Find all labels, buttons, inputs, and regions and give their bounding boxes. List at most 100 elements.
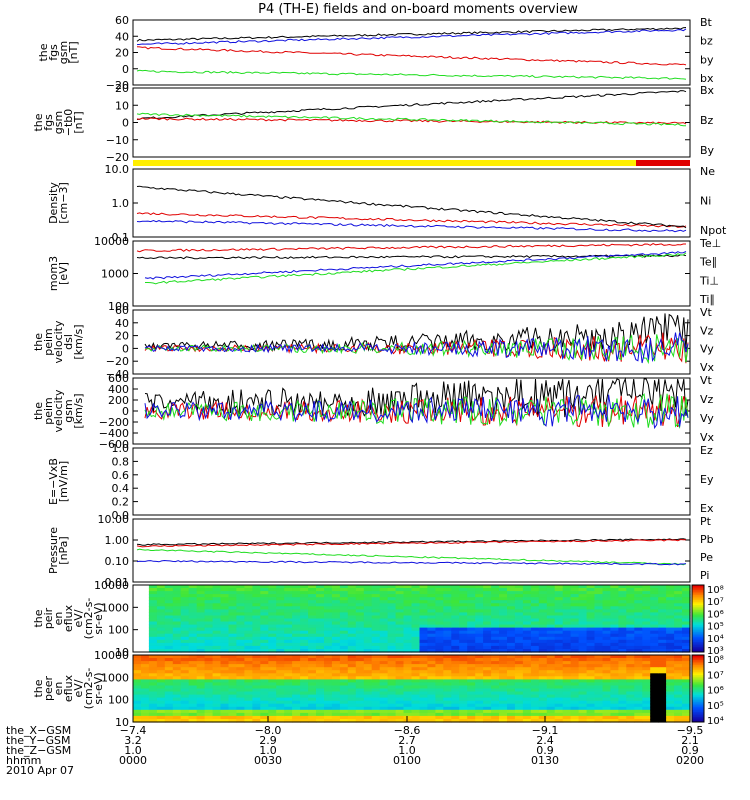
heatmap-cell <box>570 719 580 723</box>
heatmap-cell <box>347 615 357 620</box>
heatmap-cell <box>499 649 508 653</box>
x-axis-value: 2.9 <box>259 734 277 747</box>
heatmap-cell <box>188 649 198 653</box>
heatmap-cell <box>546 630 556 635</box>
heatmap-cell <box>530 691 540 696</box>
heatmap-cell <box>570 694 580 699</box>
heatmap-cell <box>538 591 548 595</box>
heatmap-cell <box>395 627 405 632</box>
heatmap-cell <box>475 694 484 699</box>
heatmap-cell <box>133 691 142 696</box>
heatmap-cell <box>610 694 619 699</box>
heatmap-cell <box>363 636 373 641</box>
heatmap-cell <box>355 661 365 665</box>
heatmap-cell <box>658 649 667 653</box>
heatmap-cell <box>196 670 206 674</box>
heatmap-cell <box>475 642 484 647</box>
heatmap-cell <box>395 706 405 711</box>
heatmap-cell <box>403 649 413 653</box>
heatmap-cell <box>180 655 190 659</box>
heatmap-cell <box>268 712 277 717</box>
heatmap-cell <box>268 676 277 680</box>
heatmap-cell <box>411 639 421 644</box>
heatmap-cell <box>475 709 484 714</box>
heatmap-cell <box>411 600 421 604</box>
series-bt-line <box>136 27 687 42</box>
heatmap-cell <box>347 639 357 644</box>
heatmap-cell <box>483 676 492 680</box>
heatmap-cell <box>347 658 357 662</box>
heatmap-cell <box>650 703 659 708</box>
heatmap-cell <box>316 612 325 616</box>
heatmap-cell <box>674 709 683 714</box>
heatmap-cell <box>204 649 214 653</box>
heatmap-cell <box>491 655 500 659</box>
heatmap-cell <box>339 697 349 702</box>
heatmap-cell <box>451 639 460 644</box>
heatmap-cell <box>594 673 604 677</box>
heatmap-cell <box>204 603 214 607</box>
heatmap-cell <box>292 594 301 598</box>
heatmap-cell <box>507 664 516 668</box>
heatmap-cell <box>475 594 484 598</box>
heatmap-cell <box>514 691 524 696</box>
heatmap-cell <box>220 585 230 589</box>
heatmap-cell <box>244 597 253 601</box>
heatmap-cell <box>292 609 301 613</box>
heatmap-cell <box>316 639 325 644</box>
heatmap-cell <box>443 630 452 635</box>
heatmap-cell <box>308 655 317 659</box>
heatmap-cell <box>308 615 317 620</box>
heatmap-cell <box>570 639 580 644</box>
series-ni-line <box>136 185 687 229</box>
heatmap-cell <box>562 642 572 647</box>
heatmap-cell <box>602 670 612 674</box>
heatmap-cell <box>530 642 540 647</box>
heatmap-cell <box>244 609 253 613</box>
heatmap-cell <box>443 591 452 595</box>
heatmap-cell <box>403 642 413 647</box>
heatmap-cell <box>228 676 238 680</box>
heatmap-cell <box>491 667 500 671</box>
heatmap-cell <box>522 615 532 620</box>
panel-frame <box>132 447 691 516</box>
heatmap-cell <box>395 715 405 720</box>
heatmap-cell <box>252 603 261 607</box>
heatmap-cell <box>316 694 325 699</box>
heatmap-cell <box>347 594 357 598</box>
heatmap-cell <box>522 719 532 723</box>
heatmap-cell <box>339 606 349 610</box>
heatmap-cell <box>491 658 500 662</box>
heatmap-cell <box>610 688 619 693</box>
heatmap-cell <box>491 585 500 589</box>
heatmap-cell <box>324 624 333 629</box>
heatmap-cell <box>435 715 444 720</box>
heatmap-cell <box>156 642 166 647</box>
heatmap-cell <box>268 639 277 644</box>
heatmap-cell <box>164 655 174 659</box>
heatmap-cell <box>236 709 245 714</box>
heatmap-cell <box>658 682 667 686</box>
heatmap-cell <box>435 709 444 714</box>
heatmap-cell <box>204 597 214 601</box>
heatmap-cell <box>682 676 691 680</box>
heatmap-cell <box>451 658 460 662</box>
heatmap-cell <box>522 661 532 665</box>
heatmap-cell <box>427 606 436 610</box>
heatmap-cell <box>475 664 484 668</box>
heatmap-cell <box>594 697 604 702</box>
heatmap-cell <box>379 649 389 653</box>
heatmap-cell <box>212 624 222 629</box>
heatmap-cell <box>507 703 516 708</box>
heatmap-cell <box>507 658 516 662</box>
colorbar-label: 10⁷ <box>707 597 724 608</box>
heatmap-cell <box>499 697 508 702</box>
heatmap-cell <box>483 667 492 671</box>
heatmap-cell <box>316 636 325 641</box>
heatmap-cell <box>324 719 333 723</box>
heatmap-cell <box>411 655 421 659</box>
heatmap-cell <box>180 609 190 613</box>
heatmap-cell <box>180 691 190 696</box>
heatmap-cell <box>578 697 588 702</box>
heatmap-cell <box>164 679 174 683</box>
